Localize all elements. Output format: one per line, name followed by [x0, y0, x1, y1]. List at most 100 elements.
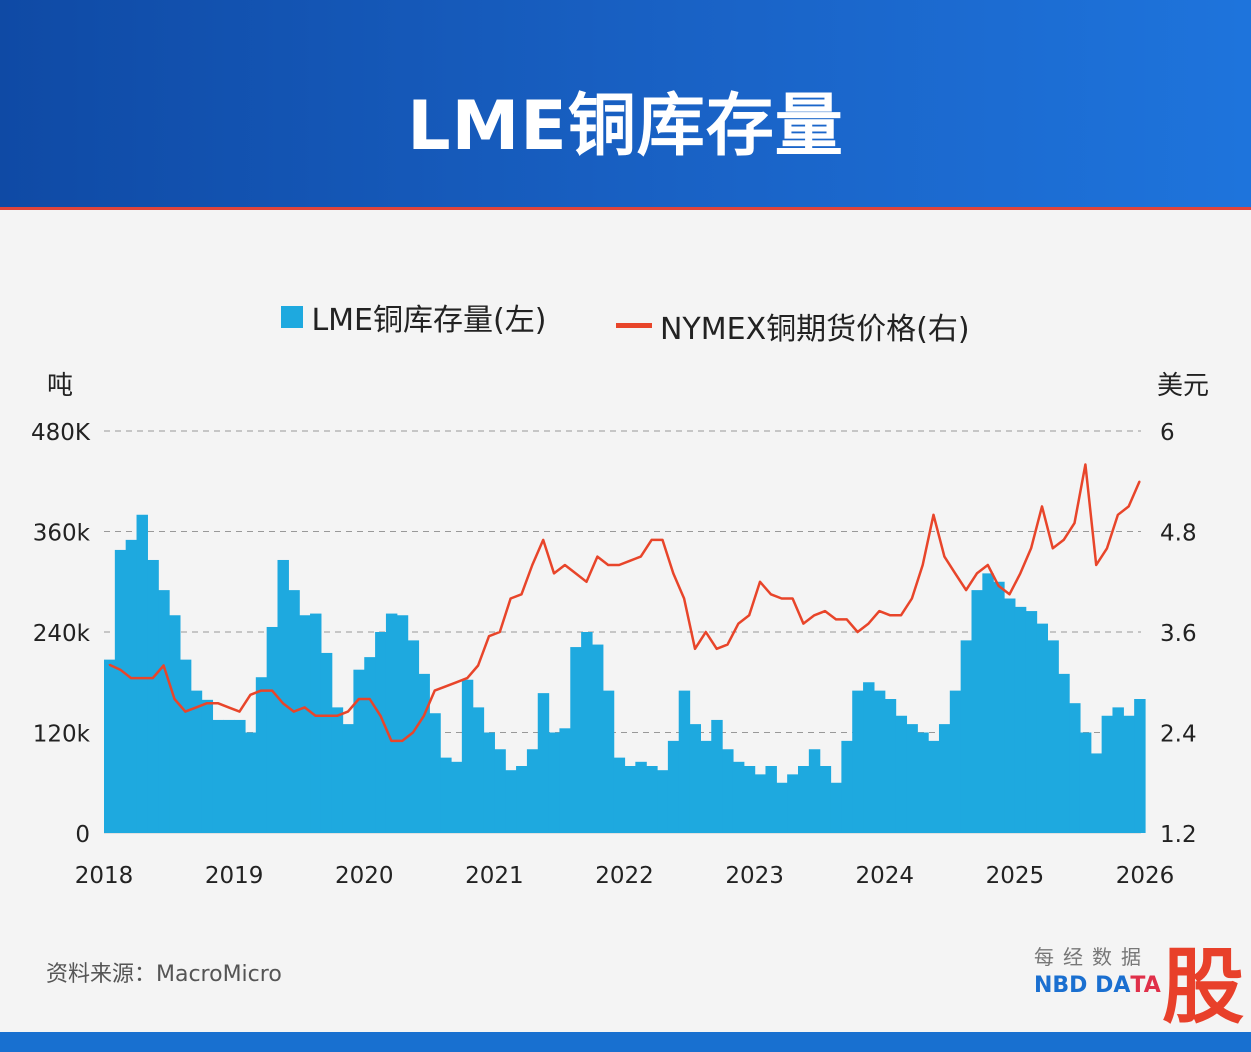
price-point: [867, 622, 870, 625]
price-point: [1019, 572, 1022, 575]
inventory-bar: [1004, 598, 1016, 833]
price-point: [336, 714, 338, 717]
inventory-bar: [310, 613, 322, 833]
inventory-bar: [938, 724, 951, 833]
inventory-bar: [451, 761, 463, 833]
price-point: [585, 580, 588, 583]
inventory-bar: [244, 732, 257, 833]
price-point: [802, 622, 805, 625]
price-point: [824, 610, 826, 612]
price-point: [629, 560, 631, 562]
price-point: [564, 564, 566, 566]
inventory-bar: [1069, 703, 1081, 833]
inventory-bar: [787, 774, 799, 833]
price-point: [705, 631, 707, 633]
legend-item-inventory: LME铜库存量(左): [281, 295, 546, 339]
inventory-bar: [949, 690, 962, 833]
inventory-bar: [1112, 707, 1124, 833]
inventory-bar: [917, 732, 929, 833]
legend: LME铜库存量(左) NYMEX铜期货价格(右): [0, 295, 1251, 348]
price-point: [412, 731, 414, 734]
inventory-bar: [331, 707, 344, 833]
price-point: [358, 698, 360, 700]
inventory-bar: [418, 673, 430, 833]
right-tick-label: 4.8: [1160, 521, 1197, 547]
left-tick-label: 480K: [31, 420, 91, 446]
inventory-bar: [570, 647, 582, 833]
price-point: [498, 631, 501, 633]
inventory-bar: [624, 766, 636, 833]
price-point: [423, 714, 425, 717]
price-point: [791, 597, 794, 600]
price-point: [108, 663, 111, 666]
inventory-bar: [884, 699, 897, 833]
inventory-bar: [841, 740, 853, 833]
inventory-bar: [440, 757, 452, 833]
price-point: [1106, 547, 1108, 550]
price-point: [206, 702, 208, 704]
inventory-bar: [971, 590, 983, 833]
price-point: [1062, 539, 1065, 541]
inventory-bar: [602, 690, 615, 833]
inventory-bar: [266, 626, 279, 833]
nbd-data-logo: 每经数据 NBD DATA 股: [1034, 944, 1251, 1034]
price-point: [1138, 480, 1141, 483]
price-point: [1030, 547, 1032, 550]
inventory-bar: [960, 640, 973, 833]
footer-bar: [0, 1032, 1251, 1052]
left-tick-label: 120k: [33, 722, 91, 748]
price-point: [911, 597, 913, 600]
inventory-bar: [548, 732, 561, 833]
price-point: [195, 706, 197, 709]
price-point: [520, 593, 523, 596]
price-point: [271, 689, 273, 692]
inventory-bar: [711, 719, 723, 833]
price-point: [748, 614, 751, 617]
inventory-bar: [320, 652, 333, 833]
inventory-bar: [852, 690, 864, 833]
inventory-bar: [591, 644, 604, 833]
inventory-bar: [429, 713, 441, 833]
inventory-bar: [754, 774, 767, 833]
x-tick-label: 2021: [465, 863, 524, 889]
price-point: [1095, 564, 1098, 566]
price-point: [379, 714, 382, 717]
inventory-bar: [147, 559, 159, 833]
price-point: [1052, 547, 1054, 550]
inventory-bar: [299, 615, 311, 833]
price-point: [878, 610, 881, 612]
price-point: [574, 572, 577, 575]
x-tick-label: 2018: [75, 863, 134, 889]
inventory-bar: [1101, 715, 1114, 833]
inventory-bar: [646, 766, 658, 833]
legend-label: NYMEX铜期货价格(右): [659, 311, 970, 347]
x-tick-label: 2022: [595, 863, 654, 889]
inventory-bar: [396, 615, 409, 833]
x-tick-label: 2020: [335, 863, 394, 889]
price-point: [650, 539, 653, 541]
inventory-bar: [678, 690, 691, 833]
inventory-bar: [277, 559, 289, 833]
x-tick-label: 2023: [725, 863, 784, 889]
inventory-bar: [559, 728, 571, 833]
price-point: [314, 714, 317, 717]
inventory-bar: [635, 761, 647, 833]
price-point: [759, 580, 761, 583]
price-point: [694, 647, 696, 650]
price-point: [325, 714, 328, 717]
legend-swatch-bar: [281, 306, 304, 328]
price-point: [932, 513, 935, 516]
price-point: [976, 572, 978, 575]
price-point: [1127, 505, 1130, 508]
price-point: [639, 555, 642, 558]
inventory-bar: [526, 749, 539, 833]
inventory-bar: [819, 766, 832, 833]
inventory-bar: [342, 724, 355, 833]
inventory-bar: [765, 766, 777, 833]
price-point: [488, 635, 490, 637]
legend-swatch-line: [615, 323, 652, 328]
price-point: [986, 564, 989, 566]
price-point: [770, 593, 772, 596]
price-point: [737, 622, 740, 625]
inventory-bar: [700, 740, 712, 833]
